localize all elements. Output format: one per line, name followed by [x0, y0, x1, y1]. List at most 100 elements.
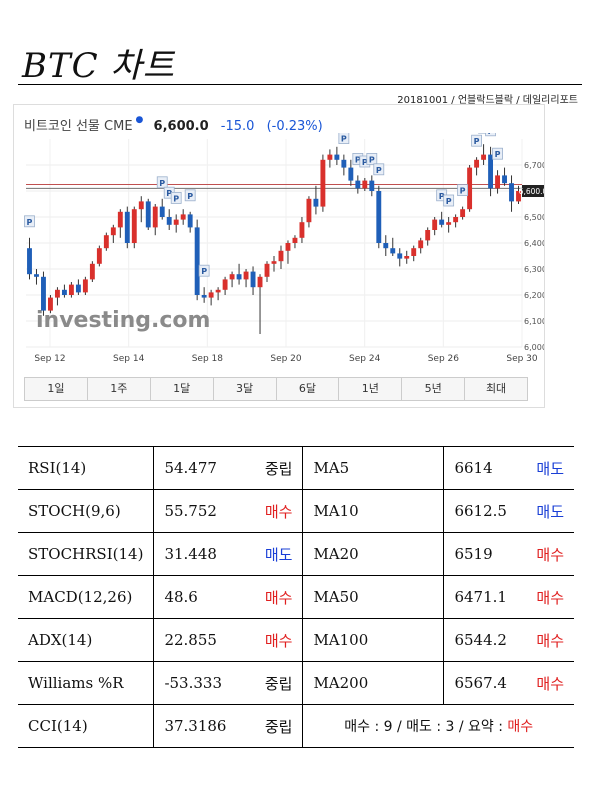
watermark-logo: investing.com [36, 308, 210, 333]
candle-body [236, 274, 242, 280]
candle-body [187, 214, 193, 228]
candle-body [404, 256, 410, 259]
candle-body [355, 180, 361, 189]
candle-body [467, 167, 473, 210]
indicator-name: STOCH(9,6) [28, 502, 121, 520]
candle-body [425, 230, 431, 241]
p-marker-label: P [27, 218, 33, 227]
range-button-5[interactable]: 1년 [339, 378, 403, 400]
indicator-name: MA100 [313, 631, 369, 649]
price-change-pct: (-0.23%) [266, 119, 323, 134]
indicator-value: 6612.5 [454, 502, 507, 520]
signal-badge: 매수 [264, 631, 293, 650]
x-tick-label: Sep 12 [34, 354, 65, 364]
candle-body [194, 227, 200, 295]
indicator-name-cell: ADX(14) [18, 618, 155, 662]
candle-body [215, 289, 221, 293]
candle-body [124, 211, 130, 243]
indicator-value-cell: 6471.1 매수 [443, 575, 574, 619]
y-tick-label: 6,700.0 [524, 161, 544, 170]
signal-badge: 매도 [264, 545, 293, 564]
range-button-4[interactable]: 6달 [277, 378, 340, 400]
indicator-name-cell: MA200 [302, 661, 445, 705]
p-marker-label: P [460, 187, 466, 196]
title-divider [18, 84, 582, 85]
x-tick-label: Sep 14 [113, 354, 145, 364]
indicator-value-cell: 54.477 중립 [153, 446, 304, 490]
p-marker-icon [373, 163, 385, 176]
indicator-name: MA50 [313, 588, 359, 606]
live-dot-icon: ● [135, 115, 144, 125]
indicator-value: 6519 [454, 545, 493, 563]
indicator-value-cell: 6519 매수 [443, 532, 574, 576]
candle-body [96, 248, 102, 264]
p-marker-label: P [201, 267, 207, 276]
p-marker-icon [457, 184, 469, 196]
indicator-name: RSI(14) [28, 459, 87, 477]
candle-body [299, 222, 305, 238]
signal-badge: 중립 [264, 717, 293, 736]
range-button-1[interactable]: 1주 [88, 378, 151, 400]
instrument-name: 비트코인 선물 CME [24, 119, 133, 134]
signal-badge: 중립 [264, 674, 293, 693]
candle-body [439, 219, 445, 225]
price-change: -15.0 [220, 119, 255, 134]
range-selector: 1일 1주 1달 3달 6달 1년 5년 최대 [24, 377, 528, 401]
y-tick-label: 6,100.0 [524, 317, 544, 326]
range-button-0[interactable]: 1일 [25, 378, 88, 400]
candle-body [166, 217, 172, 225]
indicator-table: RSI(14) 54.477 중립 MA5 6614 매도 STOCH(9,6) 55.752… [18, 446, 574, 748]
candle-body [306, 198, 312, 223]
candle-body [327, 154, 333, 160]
candle-body [201, 295, 207, 298]
indicator-value: 6614 [454, 459, 493, 477]
candle-body [48, 297, 53, 311]
candle-body [68, 284, 74, 295]
candle-body [502, 175, 507, 184]
indicator-name: MA5 [313, 459, 350, 477]
indicator-name-cell: RSI(14) [18, 446, 155, 490]
indicator-value: 54.477 [164, 459, 217, 477]
indicator-name: MA10 [313, 502, 359, 520]
table-row: CCI(14) 37.3186 중립 매수 : 9 / 매도 : 3 / 요약 : 매… [18, 704, 574, 748]
candle-body [257, 276, 263, 288]
indicator-name-cell: MA10 [302, 489, 445, 533]
signal-badge: 매수 [536, 588, 564, 607]
candle-body [243, 271, 249, 280]
candle-body [41, 276, 46, 311]
candle-body [250, 271, 256, 288]
candle-body [271, 261, 277, 264]
candle-body [376, 191, 382, 243]
candle-body [390, 248, 396, 254]
p-marker-icon [338, 133, 350, 144]
range-button-3[interactable]: 3달 [214, 378, 277, 400]
y-tick-label: 6,400.0 [524, 239, 544, 248]
p-marker-label: P [474, 137, 480, 146]
x-tick-label: Sep 26 [428, 354, 460, 364]
candle-body [138, 201, 144, 210]
candle-body [313, 198, 319, 207]
candle-body [34, 274, 39, 277]
candle-body [474, 159, 480, 168]
range-button-6[interactable]: 5년 [402, 378, 466, 400]
candle-body [61, 289, 67, 295]
price-tag-label: 6,600.0 [519, 187, 544, 196]
candle-body [292, 237, 298, 243]
candle-body [75, 284, 81, 293]
p-marker-label: P [376, 166, 382, 175]
candle-body [159, 206, 165, 217]
last-price: 6,600.0 [153, 119, 209, 134]
page-title: BTC 차트 [22, 46, 176, 86]
x-tick-label: Sep 18 [192, 354, 224, 364]
indicator-value-cell: 6614 매도 [443, 446, 574, 490]
candle-body [369, 180, 375, 191]
range-button-2[interactable]: 1달 [151, 378, 214, 400]
p-marker-label: P [166, 189, 172, 198]
table-row: ADX(14) 22.855 매수 MA100 6544.2 매수 [18, 618, 574, 662]
summary-result: 매수 [507, 719, 534, 735]
candle-body [418, 240, 424, 249]
x-tick-label: Sep 30 [506, 354, 538, 364]
candle-body [285, 243, 291, 251]
y-tick-label: 6,200.0 [524, 291, 544, 300]
range-button-7[interactable]: 최대 [485, 382, 507, 395]
